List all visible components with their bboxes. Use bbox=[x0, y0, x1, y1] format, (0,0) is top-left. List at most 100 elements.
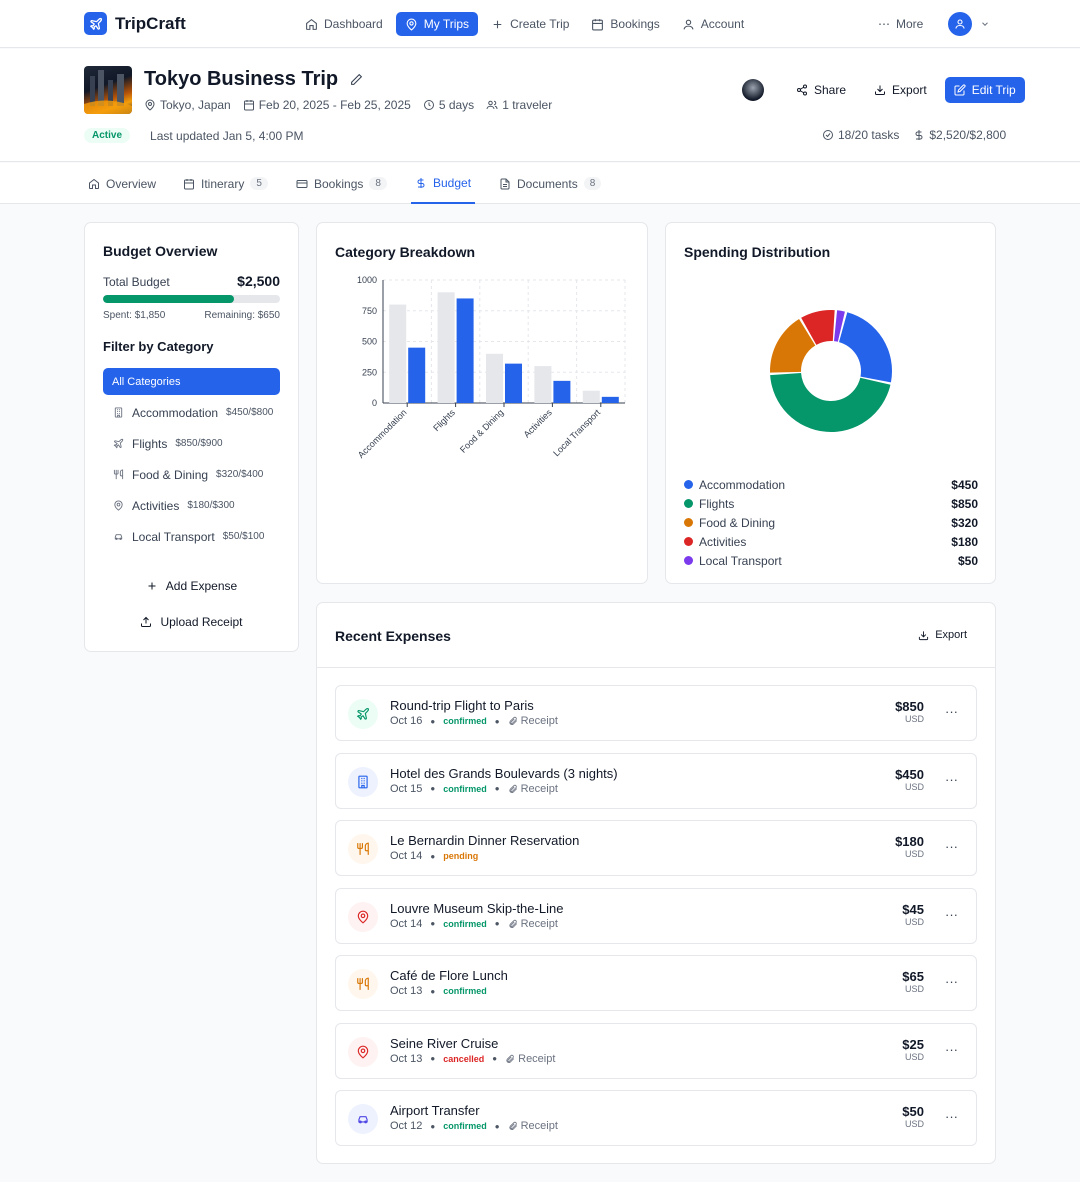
more-menu-button[interactable]: ⋯ More bbox=[872, 12, 929, 36]
more-options-icon[interactable]: ··· bbox=[945, 974, 958, 989]
collaborator-avatar[interactable] bbox=[742, 79, 764, 101]
legend-swatch bbox=[684, 556, 693, 565]
share-icon bbox=[797, 84, 807, 96]
home-icon bbox=[306, 18, 317, 30]
filter-accommodation[interactable]: Accommodation $450/$800 bbox=[103, 397, 280, 428]
add-expense-button[interactable]: Add Expense bbox=[103, 574, 280, 598]
expense-row[interactable]: Café de Flore Lunch Oct 13 ● confirmed $65 US… bbox=[335, 955, 977, 1011]
y-tick-label: 500 bbox=[362, 337, 377, 347]
filter-all-categories[interactable]: All Categories bbox=[103, 368, 280, 395]
filter-local-transport[interactable]: Local Transport $50/$100 bbox=[103, 521, 280, 552]
tab-bookings[interactable]: Bookings 8 bbox=[296, 163, 387, 204]
expense-amount: $25 bbox=[902, 1036, 924, 1052]
expense-name: Seine River Cruise bbox=[390, 1035, 499, 1051]
trip-location: Tokyo, Japan bbox=[160, 98, 231, 112]
category-label: Activities bbox=[132, 498, 180, 513]
receipt-link[interactable]: Receipt bbox=[508, 918, 558, 930]
nav-label: Account bbox=[700, 17, 745, 31]
filter-activities[interactable]: Activities $180/$300 bbox=[103, 490, 280, 521]
more-options-icon[interactable]: ··· bbox=[945, 771, 958, 787]
legend-item: Local Transport $50 bbox=[684, 551, 978, 570]
share-button[interactable]: Share bbox=[786, 77, 856, 103]
expense-row[interactable]: Airport Transfer Oct 12 ● confirmed ● Receipt… bbox=[335, 1090, 977, 1146]
donut-slice bbox=[834, 310, 845, 342]
expense-row[interactable]: Louvre Museum Skip-the-Line Oct 14 ● confir… bbox=[335, 887, 977, 944]
nav-my-trips[interactable]: My Trips bbox=[395, 12, 479, 36]
clock-icon bbox=[423, 100, 434, 110]
utensils-icon bbox=[113, 469, 124, 480]
legend-item: Activities $180 bbox=[684, 532, 978, 551]
edit-trip-button[interactable]: Edit Trip bbox=[944, 77, 1025, 103]
separator-dot: ● bbox=[430, 716, 436, 726]
more-label: More bbox=[896, 17, 924, 31]
receipt-link[interactable]: Receipt bbox=[508, 783, 558, 795]
dots-icon: ⋯ bbox=[878, 17, 890, 31]
legend-label: Local Transport bbox=[699, 553, 782, 568]
users-icon bbox=[486, 100, 498, 110]
pin-icon bbox=[145, 99, 155, 111]
tab-documents[interactable]: Documents 8 bbox=[499, 163, 602, 204]
expense-row[interactable]: Hotel des Grands Boulevards (3 nights) Oc… bbox=[335, 752, 977, 809]
tab-overview[interactable]: Overview bbox=[88, 163, 156, 204]
edit-pencil-icon[interactable] bbox=[350, 73, 363, 86]
receipt-label: Receipt bbox=[518, 1052, 556, 1065]
expense-currency: USD bbox=[904, 984, 924, 994]
more-options-icon[interactable]: ··· bbox=[945, 1109, 958, 1124]
more-options-icon[interactable]: ··· bbox=[945, 1041, 958, 1057]
card-title: Spending Distribution bbox=[684, 244, 831, 260]
brand[interactable]: TripCraft bbox=[84, 12, 186, 35]
nav-create-trip[interactable]: Create Trip bbox=[482, 12, 578, 36]
receipt-link[interactable]: Receipt bbox=[505, 1053, 555, 1065]
tab-budget[interactable]: Budget bbox=[411, 163, 476, 204]
more-options-icon[interactable]: ··· bbox=[945, 906, 958, 922]
more-options-icon[interactable]: ··· bbox=[945, 839, 958, 854]
expense-date: Oct 15 bbox=[390, 782, 423, 795]
expense-name: Airport Transfer bbox=[390, 1103, 480, 1118]
separator-dot: ● bbox=[494, 1121, 500, 1131]
export-button[interactable]: Export bbox=[864, 77, 937, 103]
expense-currency: USD bbox=[904, 781, 924, 792]
separator-dot: ● bbox=[494, 716, 500, 726]
nav-dashboard[interactable]: Dashboard bbox=[296, 12, 392, 36]
expense-currency: USD bbox=[904, 714, 924, 724]
expense-date: Oct 13 bbox=[390, 1052, 423, 1065]
expense-row[interactable]: Seine River Cruise Oct 13 ● cancelled ● Recei… bbox=[335, 1022, 977, 1079]
nav-account[interactable]: Account bbox=[673, 12, 753, 36]
export-expenses-button[interactable]: Export bbox=[908, 622, 977, 648]
more-options-icon[interactable]: ··· bbox=[945, 704, 958, 719]
legend-label: Flights bbox=[699, 496, 735, 511]
expense-row[interactable]: Le Bernardin Dinner Reservation Oct 14 ● pe… bbox=[335, 820, 977, 876]
paperclip-icon bbox=[509, 784, 517, 793]
share-label: Share bbox=[814, 83, 847, 97]
separator-dot: ● bbox=[430, 1054, 436, 1063]
total-budget-label: Total Budget bbox=[103, 275, 170, 289]
pin-icon bbox=[357, 1045, 369, 1059]
y-tick-label: 0 bbox=[372, 398, 377, 408]
receipt-link[interactable]: Receipt bbox=[508, 1120, 558, 1132]
user-menu[interactable] bbox=[948, 12, 990, 36]
trip-thumbnail bbox=[84, 66, 132, 114]
tab-label: Bookings bbox=[314, 176, 364, 191]
receipt-link[interactable]: Receipt bbox=[508, 715, 558, 727]
filter-food-dining[interactable]: Food & Dining $320/$400 bbox=[103, 459, 280, 490]
expense-category-icon bbox=[348, 1036, 378, 1067]
tasks-progress: 18/20 tasks bbox=[838, 128, 900, 142]
tab-label: Itinerary bbox=[201, 176, 245, 191]
upload-receipt-button[interactable]: Upload Receipt bbox=[103, 610, 280, 634]
filter-flights[interactable]: Flights $850/$900 bbox=[103, 428, 280, 459]
nav-bookings[interactable]: Bookings bbox=[582, 12, 668, 36]
expense-row[interactable]: Round-trip Flight to Paris Oct 16 ● confirm… bbox=[335, 685, 977, 741]
donut-slice bbox=[769, 319, 816, 373]
category-label: Food & Dining bbox=[132, 467, 209, 482]
legend-label: Activities bbox=[699, 534, 747, 549]
donut-slice bbox=[801, 309, 835, 345]
pin-icon bbox=[114, 500, 123, 511]
expense-currency: USD bbox=[904, 1051, 924, 1062]
expense-category-icon bbox=[348, 766, 378, 797]
paperclip-icon bbox=[509, 919, 517, 928]
separator-dot: ● bbox=[430, 1121, 436, 1131]
tab-itinerary[interactable]: Itinerary 5 bbox=[183, 163, 268, 204]
car-icon bbox=[114, 534, 123, 540]
separator-dot: ● bbox=[494, 784, 500, 793]
card-title: Budget Overview bbox=[103, 243, 218, 259]
